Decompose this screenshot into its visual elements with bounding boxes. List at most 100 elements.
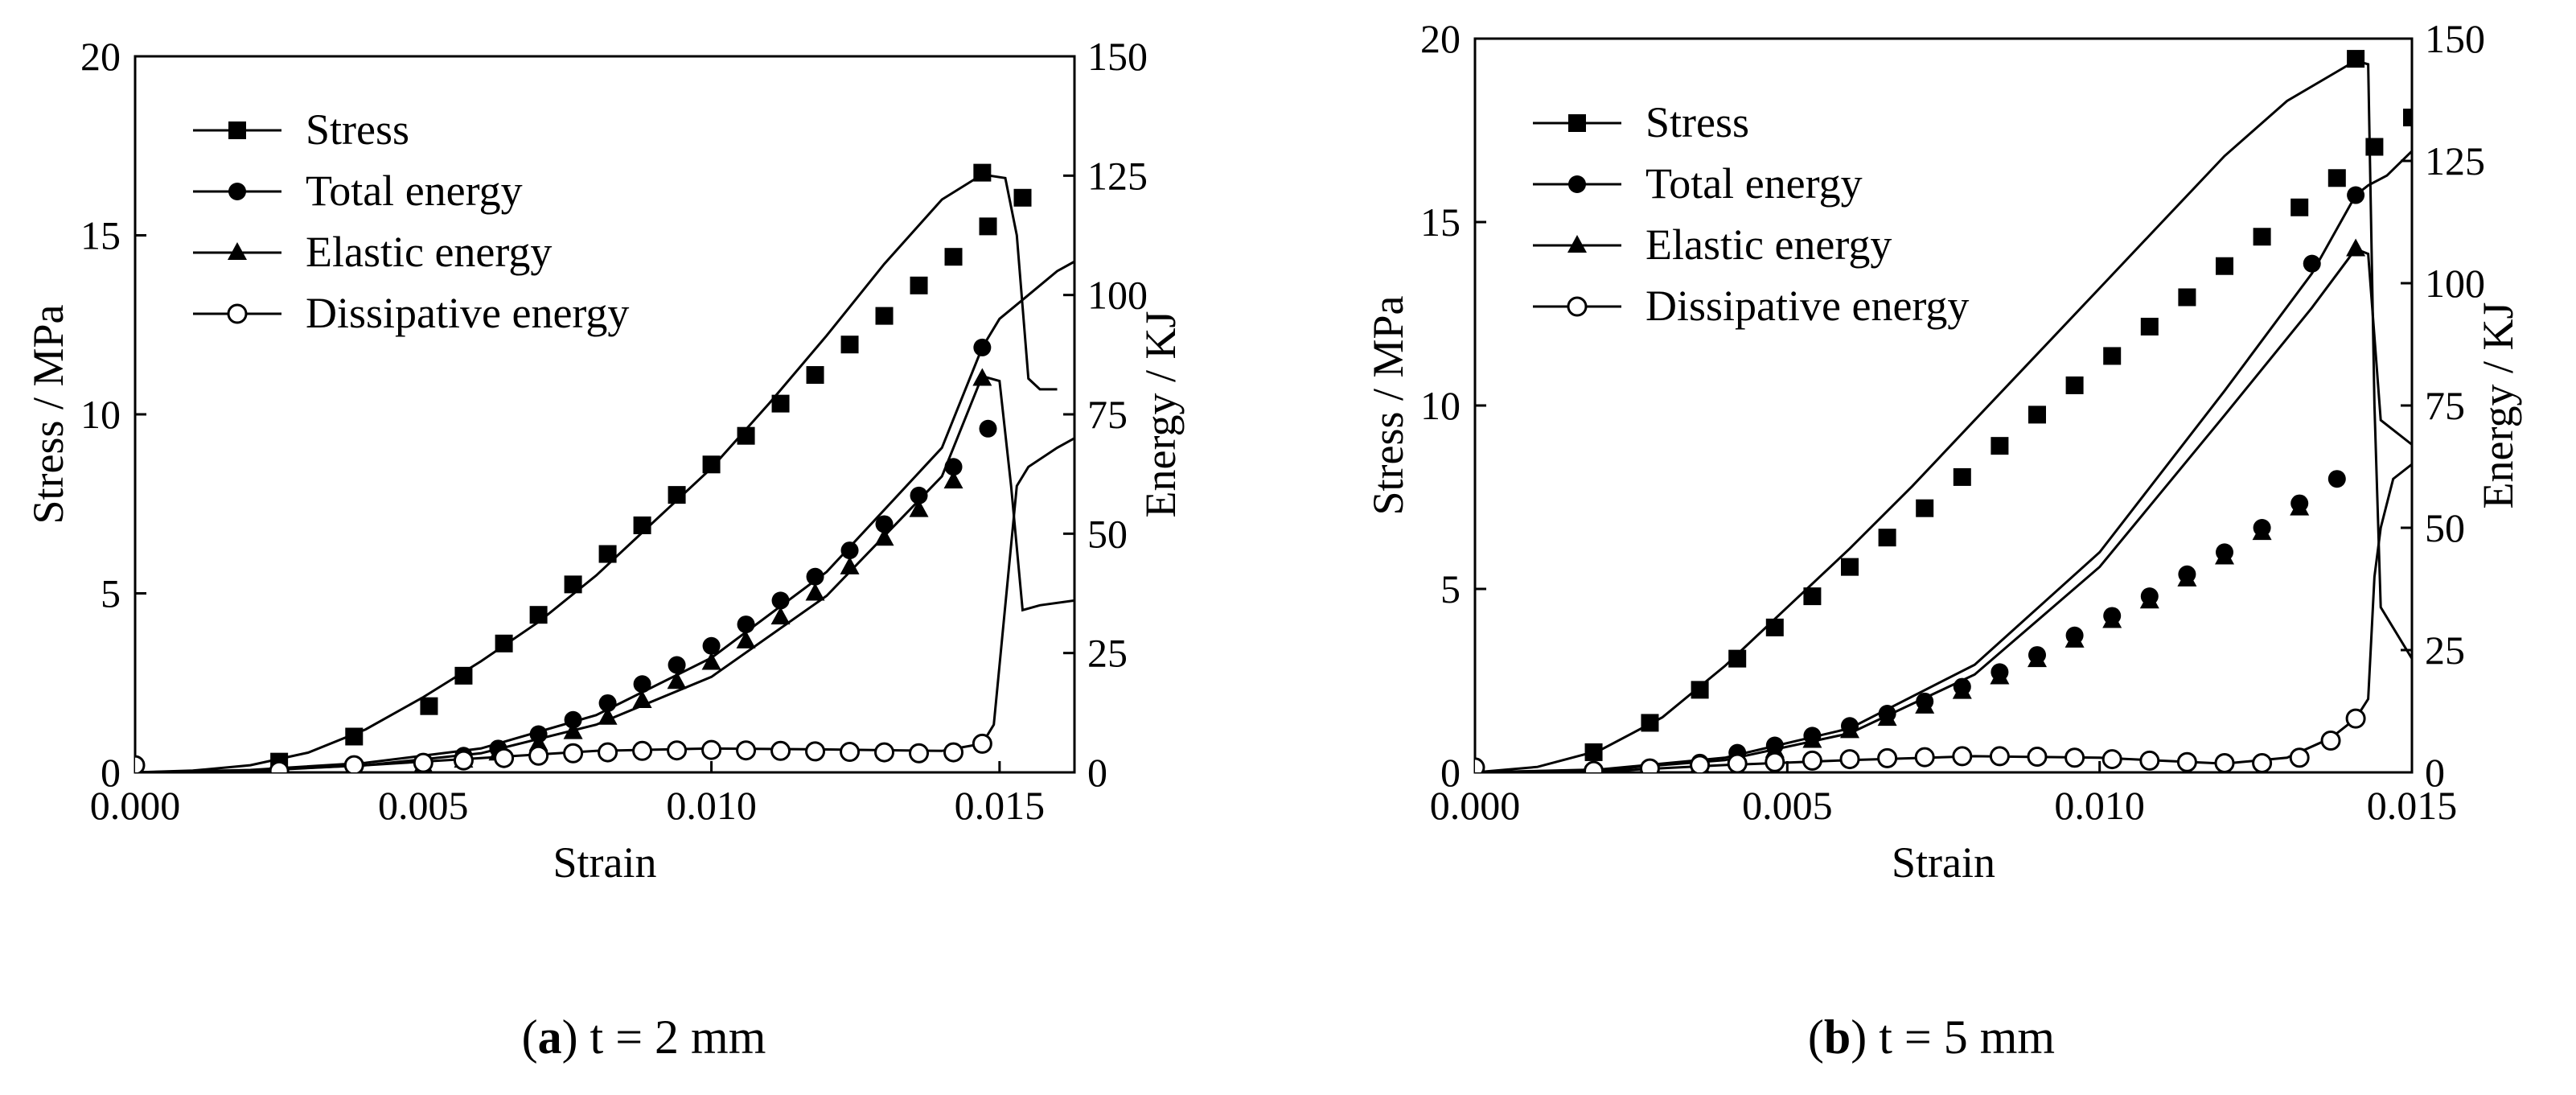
b-dissipative-energy-marker <box>2064 747 2085 768</box>
a-legend-elastic-energy-symbol <box>228 242 247 260</box>
b-dissipative-energy-marker <box>1914 747 1935 768</box>
b-y-right-tick-label: 75 <box>2425 383 2465 428</box>
a-dissipative-energy-marker <box>413 752 433 772</box>
b-stress-marker <box>1878 529 1896 547</box>
b-elastic-energy-marker <box>2252 522 2272 541</box>
a-total-energy-marker <box>668 656 686 674</box>
a-stress-marker <box>910 276 928 294</box>
a-y-right-tick-label: 150 <box>1087 34 1148 79</box>
b-y-right-tick-label: 150 <box>2425 16 2485 61</box>
a-stress-marker <box>973 163 992 182</box>
b-dissipative-energy-marker <box>2139 750 2160 771</box>
caption-a-text: t = 2 mm <box>590 1011 766 1064</box>
b-legend-elastic-energy-symbol <box>1567 235 1587 253</box>
b-elastic-energy-marker <box>2290 497 2310 516</box>
b-dissipative-energy-marker <box>2027 747 2048 768</box>
b-dissipative-energy-line <box>1475 463 2412 772</box>
a-y-right-tick-label: 75 <box>1087 392 1128 437</box>
a-stress-marker <box>529 606 548 624</box>
caption-b-text: t = 5 mm <box>1879 1011 2056 1064</box>
a-elastic-energy-marker <box>805 582 825 601</box>
a-dissipative-energy-line <box>135 437 1074 772</box>
a-stress-marker <box>345 727 364 746</box>
a-elastic-energy-marker <box>909 499 929 517</box>
b-stress-marker <box>2028 405 2046 424</box>
b-x-tick-label: 0.000 <box>1430 783 1521 828</box>
a-y-tick-label: 20 <box>80 34 121 79</box>
b-stress-marker <box>2065 376 2084 394</box>
a-total-energy-marker <box>806 567 824 586</box>
a-y-tick-label: 10 <box>80 392 121 437</box>
a-dissipative-energy-marker <box>943 742 964 763</box>
b-stress-marker <box>2290 198 2309 216</box>
a-plot-frame <box>134 55 1076 774</box>
b-stress-marker <box>1765 618 1784 636</box>
a-dissipative-energy-marker <box>343 755 364 772</box>
b-stress-marker <box>1841 558 1859 576</box>
b-elastic-energy-marker <box>2346 238 2366 257</box>
chart-a: 0.000 0.005 0.010 0.015 0 5 10 15 20 0 25 50 75 100 12… <box>24 34 1185 887</box>
b-elastic-energy-marker <box>2215 546 2234 565</box>
b-dissipative-energy-marker <box>1727 753 1748 772</box>
b-elastic-energy-marker <box>2028 649 2047 668</box>
b-elastic-energy-marker <box>1802 730 1822 748</box>
b-plot-frame <box>1473 37 2414 774</box>
a-dissipative-energy-marker <box>667 740 688 761</box>
b-legend-stress-label: Stress <box>1645 98 1749 146</box>
b-y-right-axis-label: Energy / KJ <box>2474 303 2522 509</box>
a-legend-stress-symbol <box>228 121 246 139</box>
a-dissipative-energy-marker <box>909 743 930 764</box>
panel-a: 0.000 0.005 0.010 0.015 0 5 10 15 20 0 25 50 75 100 12… <box>24 34 1185 1064</box>
a-legend-dissipative-energy-symbol <box>227 303 248 324</box>
b-dissipative-energy-marker <box>2345 708 2366 729</box>
a-stress-marker <box>979 217 997 236</box>
b-stress-marker <box>2347 50 2365 68</box>
a-dissipative-energy-marker <box>701 739 722 760</box>
b-elastic-energy-marker <box>2139 591 2159 609</box>
b-elastic-energy-marker <box>1840 720 1859 739</box>
b-legend: Stress Total energy Elastic energy Dissipat… <box>1533 98 1969 330</box>
b-dissipative-energy-marker <box>1584 760 1604 772</box>
a-x-tick-label: 0.000 <box>90 783 181 828</box>
caption-a: (a) t = 2 mm <box>521 1011 766 1064</box>
a-elastic-energy-marker <box>770 607 791 625</box>
b-dissipative-energy-marker <box>1690 755 1711 772</box>
a-dissipative-energy-marker <box>598 742 618 763</box>
a-stress-marker <box>633 516 651 534</box>
a-y-right-axis-label: Energy / KJ <box>1136 311 1185 518</box>
b-stress-marker <box>2327 169 2346 187</box>
b-legend-dissipative-energy-label: Dissipative energy <box>1645 282 1969 330</box>
a-dissipative-energy-marker <box>528 745 549 766</box>
a-legend-total-energy-symbol <box>228 183 246 200</box>
a-stress-marker <box>944 248 963 266</box>
b-stress-marker <box>1641 714 1659 732</box>
a-total-energy-marker <box>737 615 755 634</box>
b-dissipative-energy-marker <box>2214 752 2235 772</box>
b-dissipative-energy-marker <box>2289 747 2310 768</box>
b-elastic-energy-marker <box>1952 681 1972 699</box>
b-dissipative-energy-marker <box>1475 757 1485 772</box>
b-y-tick-label: 5 <box>1440 566 1461 611</box>
a-elastic-energy-marker <box>972 368 992 386</box>
b-dissipative-energy-marker <box>1639 758 1660 772</box>
a-total-energy-marker <box>973 338 992 356</box>
a-stress-marker <box>564 575 582 594</box>
a-stress-marker <box>454 666 473 685</box>
b-total-energy-marker <box>2347 186 2365 204</box>
b-dissipative-energy-marker <box>2320 730 2341 751</box>
a-stress-marker <box>771 394 790 413</box>
a-x-tick-label: 0.015 <box>955 783 1046 828</box>
b-elastic-energy-marker <box>2102 610 2122 628</box>
b-stress-marker <box>2103 347 2122 365</box>
a-y-right-tick-label: 100 <box>1087 273 1148 318</box>
caption-b: (b) t = 5 mm <box>1807 1011 2056 1064</box>
b-y-right-tick-label: 100 <box>2425 261 2485 306</box>
b-y-axis-label: Stress / MPa <box>1364 295 1412 515</box>
a-y-right-tick-label: 25 <box>1087 631 1128 676</box>
a-total-energy-marker <box>910 486 928 504</box>
a-dissipative-energy-marker <box>563 743 584 764</box>
b-y-tick-label: 20 <box>1420 16 1461 61</box>
a-elastic-energy-marker <box>598 706 618 725</box>
caption-a-label: a <box>537 1011 562 1064</box>
b-stress-marker <box>1991 437 2009 455</box>
